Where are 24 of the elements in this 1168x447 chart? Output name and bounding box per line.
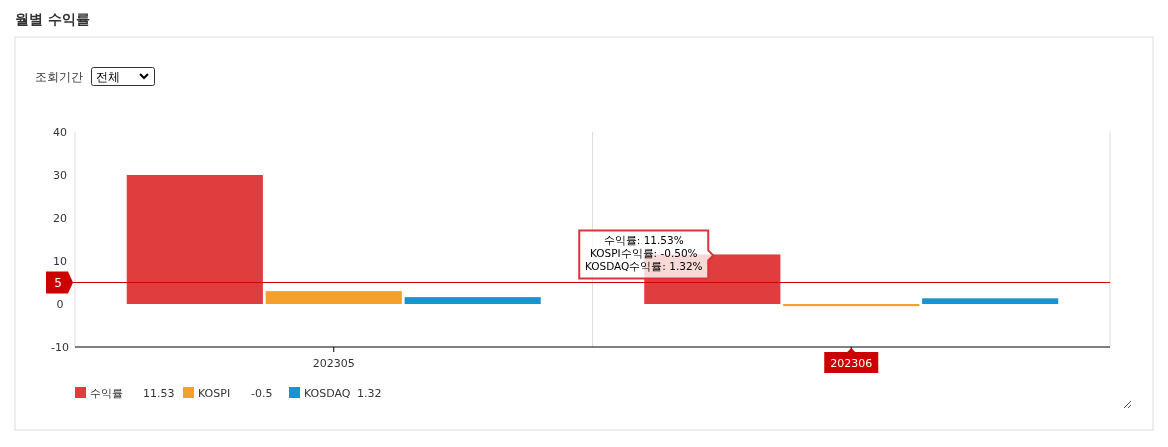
bar — [404, 297, 541, 304]
text: -0.5 — [251, 387, 273, 400]
y-tick-label: -10 — [51, 341, 69, 354]
bar — [922, 298, 1059, 304]
y-tick-label: 40 — [53, 126, 67, 139]
text: 1.32 — [357, 387, 382, 400]
bar — [265, 291, 402, 304]
x-tick-label: 202306 — [830, 357, 873, 370]
ref-line-label: 5 — [54, 275, 62, 290]
y-tick-label: 0 — [56, 298, 64, 311]
legend-label: KOSPI — [198, 387, 231, 400]
y-tick-label: 10 — [53, 255, 67, 268]
bar — [126, 175, 263, 304]
text: 조회기간 — [35, 70, 83, 84]
x-tick-label: 202305 — [312, 357, 355, 370]
bar — [783, 304, 920, 307]
chart-title: 월별 수익률 — [15, 11, 90, 27]
legend-label: 수익률 — [90, 387, 123, 400]
annotation: 수익률: 11.53% KOSPI수익률: -0.50% KOSDAQ수익률: 1.32% — [584, 234, 703, 273]
legend-label: KOSDAQ — [304, 387, 351, 400]
y-tick-label: 30 — [53, 169, 67, 182]
y-tick-label: 20 — [53, 212, 67, 225]
dropdown: 전체 — [91, 67, 155, 86]
text: 11.53 — [143, 387, 175, 400]
